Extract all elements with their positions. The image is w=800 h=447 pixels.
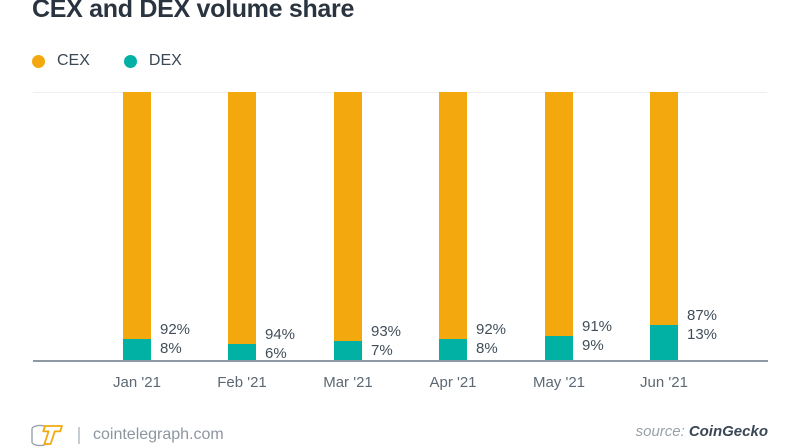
x-axis-label: Mar '21	[323, 374, 373, 391]
bar-segment-cex	[228, 92, 256, 344]
bar-segment-dex	[650, 325, 678, 360]
bar-segment-dex	[123, 339, 151, 360]
bar-segment-cex	[545, 92, 573, 336]
bars-container: 92% 8% Jan '21 94% 6% Feb '21 93% 7% Mar '21 92% 8…	[33, 92, 768, 391]
x-axis-label: Jun '21	[640, 374, 688, 391]
cex-value-label: 92%	[160, 321, 191, 338]
legend-swatch-cex-icon	[32, 54, 45, 68]
dex-value-label: 9%	[582, 337, 604, 354]
bar-segment-dex	[334, 341, 362, 360]
bar-value-labels: 93% 7%	[371, 322, 401, 360]
source-value: CoinGecko	[688, 423, 768, 440]
bar-segment-dex	[545, 336, 573, 360]
footer-divider	[78, 426, 80, 444]
bar-segment-dex	[228, 344, 256, 360]
legend-swatch-dex-icon	[123, 54, 137, 68]
chart-title: CEX and DEX volume share	[32, 0, 355, 23]
dex-value-label: 7%	[371, 342, 393, 359]
bar-segment-cex	[650, 92, 678, 325]
bar-segment-cex	[123, 92, 151, 339]
legend-item-cex: CEX	[32, 53, 90, 69]
dex-value-label: 8%	[160, 340, 182, 357]
x-axis-label: Jan '21	[113, 374, 161, 391]
dex-value-label: 13%	[687, 326, 718, 343]
footer-site-text: cointelegraph.com	[93, 426, 224, 443]
bar-value-labels: 92% 8%	[160, 320, 190, 358]
legend-label-dex: DEX	[148, 52, 182, 69]
bar-value-labels: 91% 9%	[582, 317, 612, 355]
legend: CEX DEX	[32, 53, 182, 69]
legend-label-cex: CEX	[57, 52, 90, 69]
source-label: source:	[635, 423, 685, 440]
x-axis-label: Apr '21	[429, 374, 477, 391]
cex-value-label: 92%	[476, 321, 507, 338]
footer-branding: cointelegraph.com	[30, 423, 224, 447]
cex-value-label: 87%	[687, 307, 718, 324]
bar-group	[439, 92, 467, 360]
bar-segment-dex	[439, 339, 467, 360]
x-axis-label: Feb '21	[217, 374, 267, 391]
legend-item-dex: DEX	[123, 52, 182, 69]
bar-group	[545, 92, 573, 360]
cex-value-label: 93%	[371, 323, 402, 340]
cex-value-label: 94%	[265, 326, 296, 343]
x-axis-line	[33, 360, 768, 362]
x-axis-label: May '21	[532, 374, 586, 391]
bar-group	[228, 92, 256, 360]
dex-value-label: 8%	[476, 340, 498, 357]
bar-value-labels: 92% 8%	[476, 320, 506, 358]
bar-segment-cex	[439, 92, 467, 339]
bar-value-labels: 94% 6%	[265, 325, 295, 363]
top-gridline	[33, 92, 767, 93]
source-attribution: source: CoinGecko	[636, 424, 768, 440]
bar-segment-cex	[334, 92, 362, 341]
bar-group	[650, 92, 678, 360]
bar-group	[123, 92, 151, 360]
bar-group	[334, 92, 362, 360]
cointelegraph-logo-icon	[31, 424, 63, 447]
bar-value-labels: 87% 13%	[687, 306, 717, 344]
dex-value-label: 6%	[265, 345, 287, 362]
cex-value-label: 91%	[582, 318, 613, 335]
